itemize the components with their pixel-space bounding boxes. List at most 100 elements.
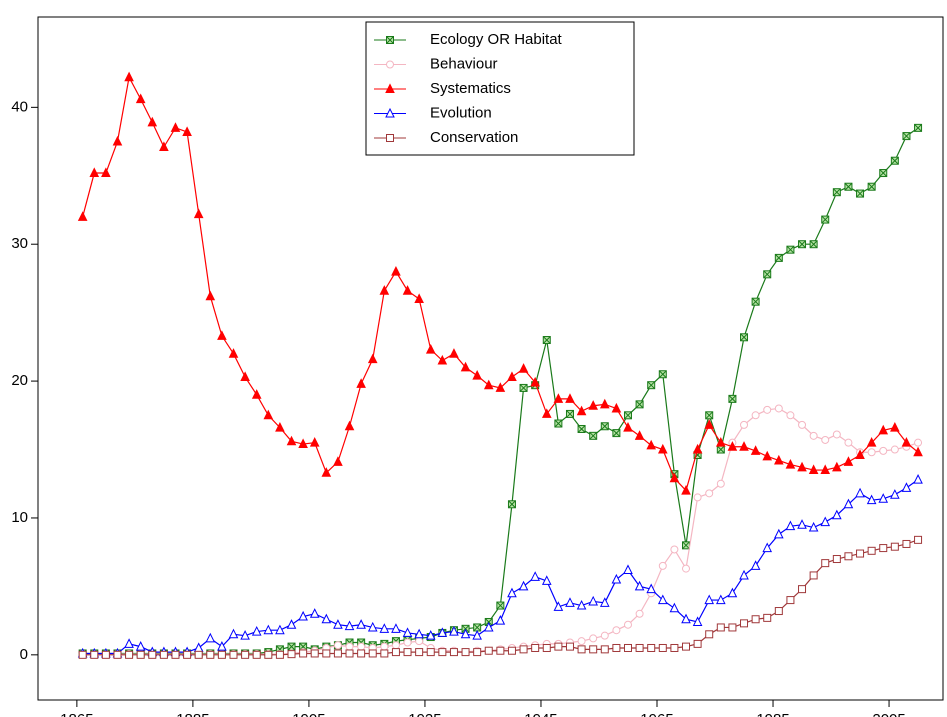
data-point [901, 482, 912, 492]
data-point [750, 445, 761, 455]
data-point [379, 623, 390, 633]
data-point [507, 371, 517, 381]
data-point [704, 419, 715, 429]
data-point [809, 571, 818, 580]
data-point [739, 441, 749, 451]
data-point [241, 650, 250, 659]
data-point [623, 411, 632, 420]
data-point [786, 596, 795, 605]
data-point [77, 211, 88, 221]
data-point [286, 619, 297, 629]
data-point [89, 167, 100, 178]
data-point [367, 621, 378, 632]
data-point [878, 424, 889, 435]
data-point [542, 643, 551, 652]
data-point [414, 628, 424, 639]
data-point [843, 456, 854, 466]
data-point [205, 632, 216, 643]
x-tick-label: 1865 [60, 711, 93, 717]
data-point [740, 420, 749, 429]
data-point [170, 122, 181, 132]
data-point [890, 489, 900, 499]
data-point [229, 650, 238, 659]
data-point [751, 297, 760, 306]
data-point [634, 580, 645, 591]
data-point [519, 383, 528, 392]
data-point [797, 461, 807, 472]
data-point [473, 623, 482, 632]
data-point [774, 528, 784, 539]
data-point [101, 650, 110, 659]
data-point [415, 637, 424, 646]
data-point [148, 650, 157, 659]
data-point [716, 479, 725, 488]
data-point [251, 625, 262, 636]
data-point [798, 420, 807, 429]
data-point [623, 564, 633, 574]
legend-marker [385, 83, 395, 93]
data-point [345, 649, 354, 658]
data-point [565, 597, 575, 607]
data-point [541, 575, 552, 585]
data-point [635, 609, 644, 618]
y-tick-label: 0 [20, 646, 28, 663]
data-point [856, 549, 865, 558]
data-point [437, 627, 448, 637]
data-point [391, 648, 400, 657]
data-point [705, 489, 714, 498]
data-point [425, 343, 436, 354]
y-tick-label: 20 [11, 372, 28, 389]
data-point [704, 594, 715, 605]
data-point [368, 649, 377, 658]
data-point [344, 420, 355, 431]
data-point [380, 642, 389, 651]
data-point [843, 498, 854, 509]
series-line [82, 479, 919, 655]
data-point [798, 585, 807, 594]
data-point [682, 642, 691, 651]
data-point [681, 613, 691, 624]
data-point [600, 645, 609, 654]
data-point [287, 642, 296, 651]
data-point [774, 404, 783, 413]
data-point [217, 641, 227, 651]
data-point [391, 623, 401, 633]
data-point [901, 437, 912, 447]
data-point [286, 435, 297, 446]
legend-label: Conservation [430, 129, 518, 146]
data-point [228, 348, 239, 358]
data-point [496, 601, 505, 610]
data-point [832, 430, 841, 439]
data-point [879, 446, 888, 455]
data-point [577, 424, 586, 433]
data-point [727, 441, 738, 451]
data-point [740, 619, 749, 628]
data-point [565, 642, 574, 651]
data-point [878, 493, 889, 503]
data-point [159, 141, 169, 152]
data-point [820, 464, 831, 475]
data-point [808, 464, 819, 475]
data-point [808, 521, 819, 532]
data-point [183, 650, 192, 659]
data-point [415, 648, 424, 657]
data-point [600, 422, 609, 431]
x-tick-label: 1905 [292, 711, 325, 717]
data-point [647, 643, 656, 652]
data-point [449, 625, 459, 636]
data-point [785, 520, 796, 531]
data-point [124, 71, 134, 82]
data-point [357, 649, 366, 658]
data-point [147, 116, 158, 127]
data-point [333, 641, 342, 650]
data-point [263, 409, 274, 420]
data-point [716, 437, 726, 447]
x-tick-label: 1945 [524, 711, 557, 717]
data-point [855, 487, 865, 498]
x-tick-label: 1985 [756, 711, 789, 717]
data-point [681, 484, 691, 495]
data-point [403, 648, 412, 657]
data-point [809, 240, 818, 249]
data-point [693, 493, 702, 502]
data-point [425, 630, 436, 640]
